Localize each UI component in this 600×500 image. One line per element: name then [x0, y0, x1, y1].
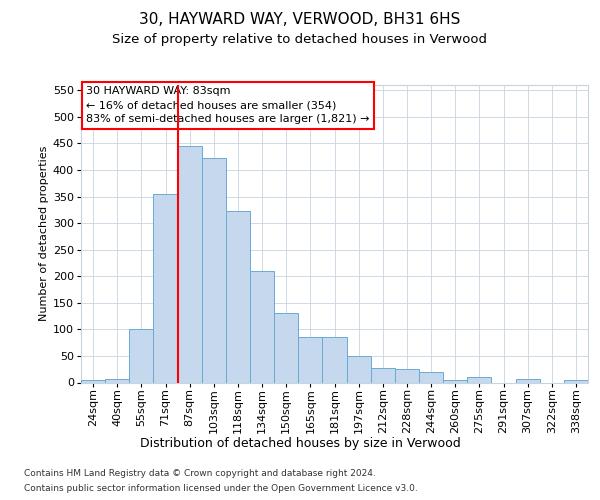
Bar: [443, 380, 467, 382]
Bar: [226, 212, 250, 382]
Bar: [371, 368, 395, 382]
Bar: [274, 314, 298, 382]
Bar: [395, 369, 419, 382]
Bar: [105, 379, 129, 382]
Bar: [515, 380, 540, 382]
Text: Size of property relative to detached houses in Verwood: Size of property relative to detached ho…: [113, 32, 487, 46]
Bar: [202, 158, 226, 382]
Text: 30 HAYWARD WAY: 83sqm
← 16% of detached houses are smaller (354)
83% of semi-det: 30 HAYWARD WAY: 83sqm ← 16% of detached …: [86, 86, 370, 124]
Text: Contains HM Land Registry data © Crown copyright and database right 2024.: Contains HM Land Registry data © Crown c…: [24, 469, 376, 478]
Bar: [129, 330, 154, 382]
Bar: [419, 372, 443, 382]
Bar: [81, 380, 105, 382]
Y-axis label: Number of detached properties: Number of detached properties: [39, 146, 49, 322]
Text: Contains public sector information licensed under the Open Government Licence v3: Contains public sector information licen…: [24, 484, 418, 493]
Bar: [564, 380, 588, 382]
Bar: [154, 194, 178, 382]
Text: Distribution of detached houses by size in Verwood: Distribution of detached houses by size …: [140, 438, 460, 450]
Text: 30, HAYWARD WAY, VERWOOD, BH31 6HS: 30, HAYWARD WAY, VERWOOD, BH31 6HS: [139, 12, 461, 28]
Bar: [178, 146, 202, 382]
Bar: [298, 338, 322, 382]
Bar: [250, 271, 274, 382]
Bar: [322, 338, 347, 382]
Bar: [467, 377, 491, 382]
Bar: [347, 356, 371, 382]
